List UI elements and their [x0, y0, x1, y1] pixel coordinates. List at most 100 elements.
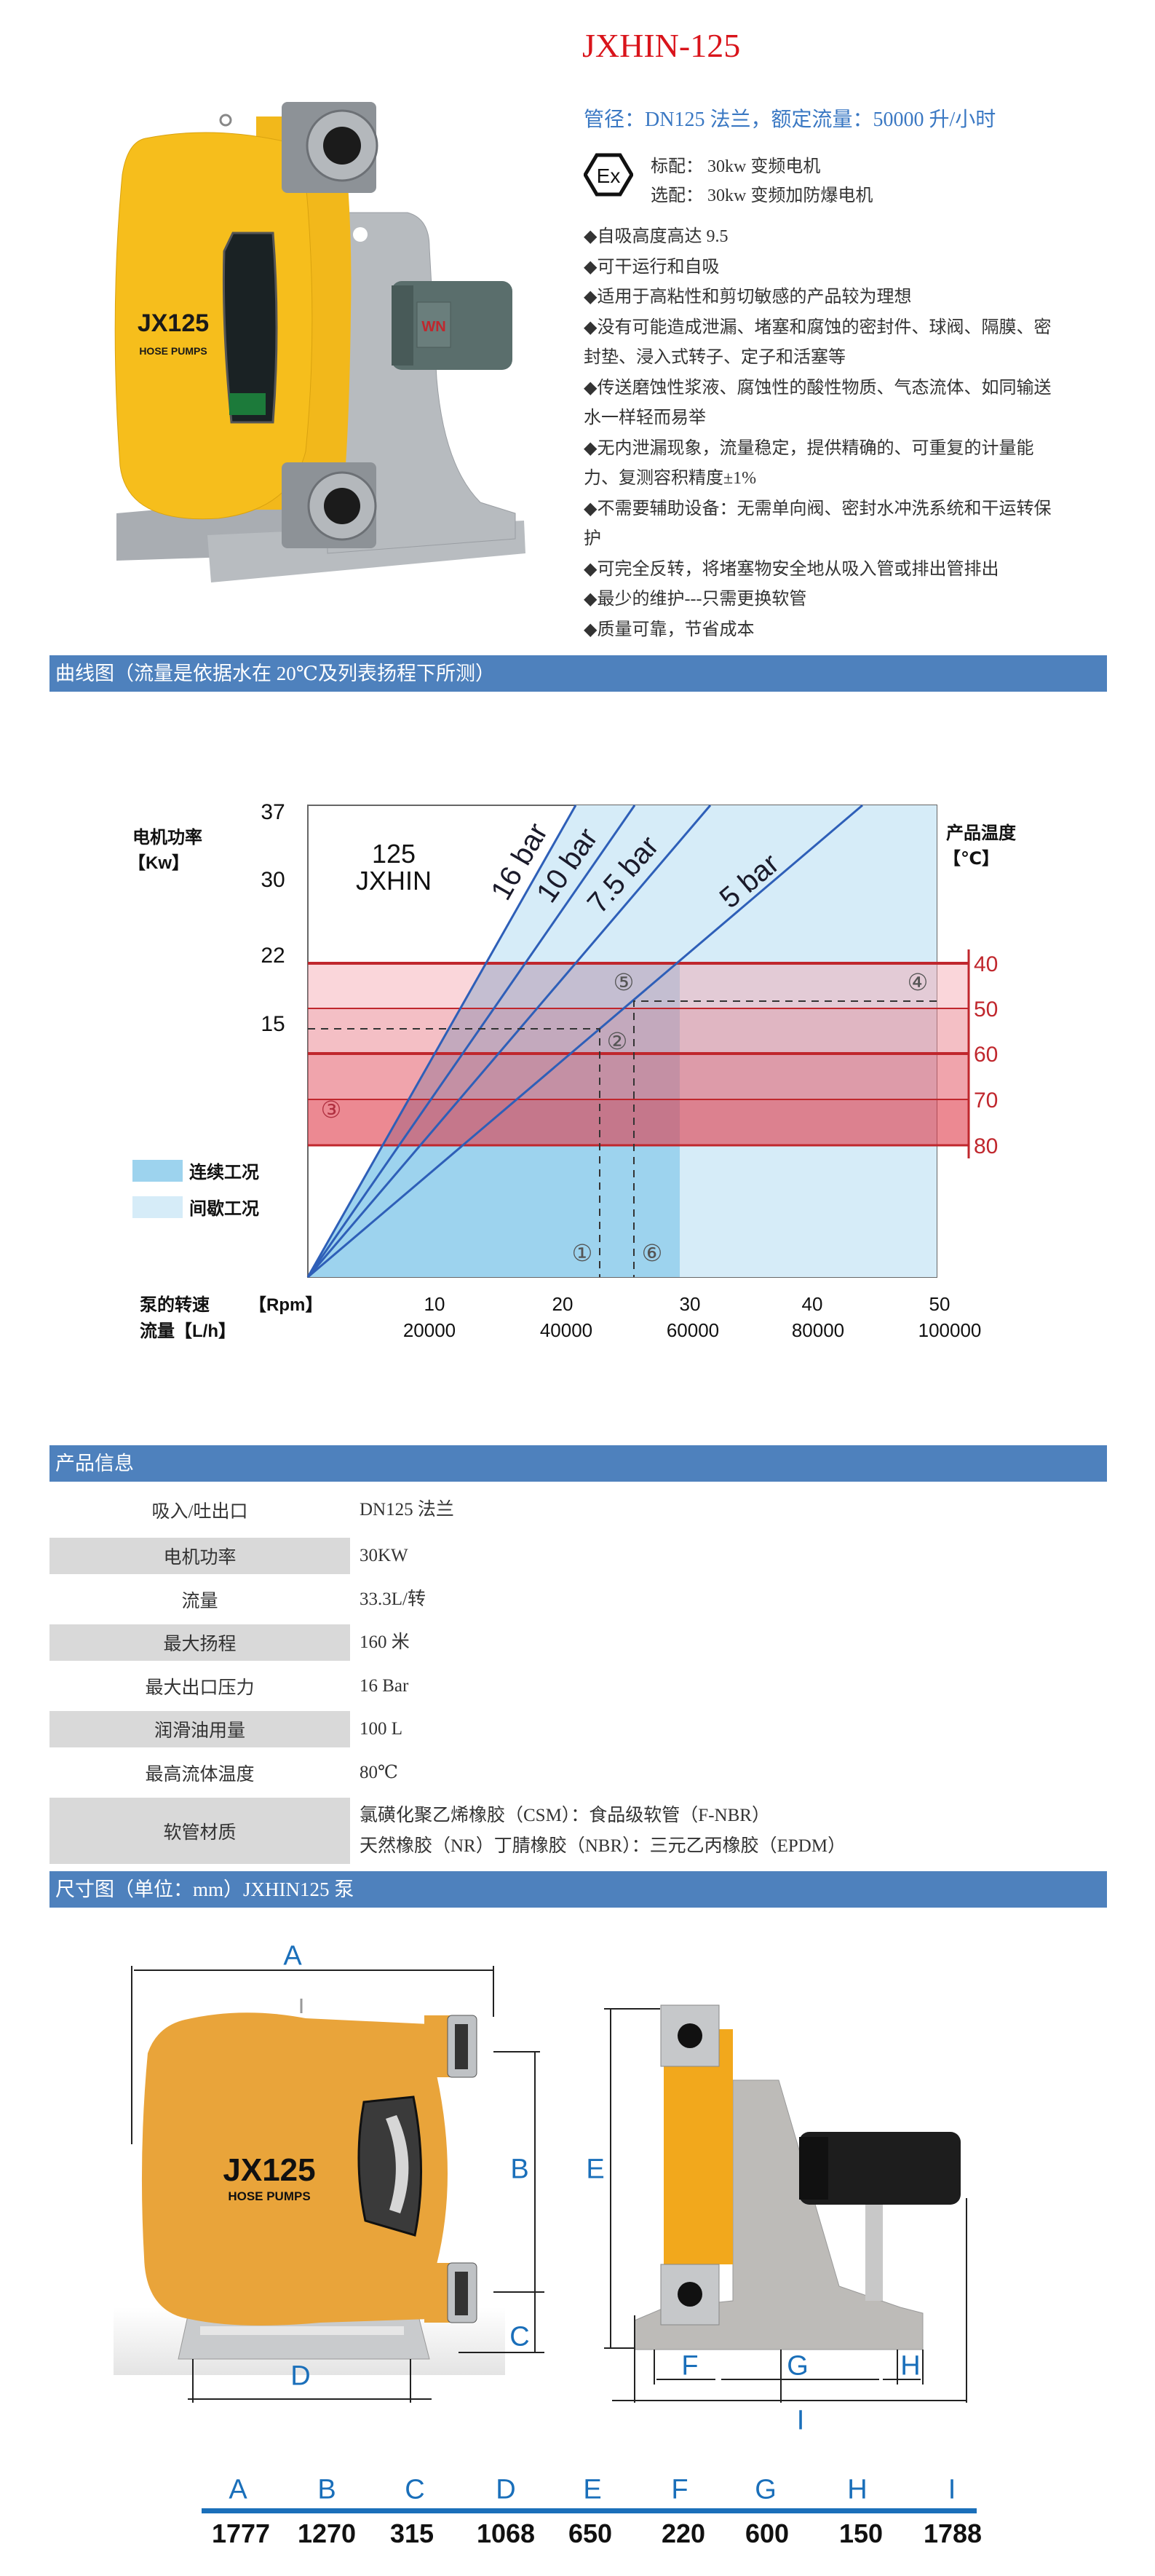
svg-text:Ex: Ex — [597, 165, 621, 187]
info-label: 电机功率 — [49, 1538, 350, 1574]
pump-photo: WN JX125 HOSE PUMPS — [114, 102, 525, 582]
info-value: 100 L — [360, 1719, 403, 1739]
performance-chart: 16 bar 10 bar 7.5 bar 5 bar 125 JXHIN ① … — [128, 800, 1017, 1341]
info-label: 润滑油用量 — [49, 1711, 350, 1747]
x-axis-speed-label: 泵的转速 — [140, 1295, 210, 1315]
dim-table-value: 150 — [838, 2518, 884, 2548]
info-label: 最高流体温度 — [145, 1764, 255, 1785]
dim-table-letter: B — [317, 2474, 336, 2505]
feature-item: ◆最少的维护---只需更换软管 — [584, 590, 807, 609]
x-tick-speed: 40 — [802, 1293, 823, 1315]
info-label: 最大扬程 — [49, 1624, 350, 1661]
dim-table-value: 315 — [389, 2518, 434, 2548]
info-value: 氯磺化聚乙烯橡胶（CSM）：食品级软管（F-NBR） — [360, 1805, 770, 1825]
dim-table-letter: A — [229, 2474, 247, 2505]
dim-label-f: F — [681, 2350, 699, 2382]
y-tick-label: 37 — [261, 800, 285, 824]
product-title: JXHIN-125 — [582, 27, 741, 64]
dim-table-value: 220 — [661, 2518, 706, 2548]
info-value: 天然橡胶（NR）丁腈橡胶（NBR）：三元乙丙橡胶（EPDM） — [360, 1836, 846, 1856]
marker-5: ⑤ — [614, 969, 635, 995]
temp-band-70-80 — [308, 1099, 969, 1145]
info-row: 吸入/吐出口 DN125 法兰 — [49, 1482, 1107, 1538]
temp-band-50-60 — [308, 1008, 969, 1054]
dim-table-letter: G — [755, 2474, 777, 2505]
y2-axis-label: 产品温度 — [946, 823, 1017, 843]
guide-line-4-6 — [633, 1000, 937, 1277]
x-tick-speed: 20 — [552, 1293, 573, 1315]
feature-item: ◆无内泄漏现象，流量稳定，提供精确的、可重复的计量能力、复测容积精度±1% — [584, 438, 1034, 489]
info-value: 80℃ — [360, 1762, 398, 1782]
info-row: 电机功率 30KW — [49, 1538, 1107, 1574]
feature-item: ◆质量可靠，节省成本 — [584, 620, 755, 639]
dim-label-i: I — [796, 2405, 805, 2436]
temp-band-lines — [308, 949, 970, 1158]
info-label: 流量 — [181, 1591, 218, 1611]
info-row: 最高流体温度 80℃ — [49, 1747, 1107, 1798]
y2-tick-label: 50 — [974, 997, 998, 1022]
dimension-section-header: 尺寸图（单位：mm）JXHIN125 泵 — [49, 1871, 1107, 1908]
feature-list: ◆自吸高度高达 9.5 ◆可干运行和自吸 ◆适用于高粘性和剪切敏感的产品较为理想… — [584, 222, 1058, 645]
dim-table-letter: I — [948, 2474, 956, 2505]
dim-table-value: 1068 — [476, 2518, 536, 2548]
dim-table-value: 600 — [745, 2518, 790, 2548]
dim-label-b: B — [510, 2154, 529, 2185]
dim-table-letter: E — [583, 2474, 602, 2505]
info-row: 最大扬程 160 米 — [49, 1624, 1107, 1661]
dim-label-d: D — [290, 2360, 311, 2392]
info-label: 软管材质 — [49, 1798, 350, 1864]
y2-tick-label: 60 — [974, 1043, 998, 1067]
x-tick-flow: 20000 — [403, 1319, 456, 1341]
marker-2: ② — [607, 1028, 628, 1054]
info-section-header: 产品信息 — [49, 1445, 1107, 1482]
x-tick-flow: 100000 — [918, 1319, 982, 1341]
spec-line: 管径：DN125 法兰，额定流量：50000 升/小时 — [584, 108, 996, 131]
dim-table-value: 1777 — [211, 2518, 271, 2548]
legend-swatch-continuous — [132, 1160, 183, 1182]
series-line-10bar — [306, 805, 636, 1278]
dim-table-value: 1788 — [923, 2518, 983, 2548]
dimension-table-divider — [202, 2508, 977, 2513]
x-tick-speed: 50 — [929, 1293, 950, 1315]
y2-tick-label: 70 — [974, 1089, 998, 1113]
marker-3: ③ — [321, 1097, 342, 1123]
info-row: 润滑油用量 100 L — [49, 1711, 1107, 1747]
dim-label-c: C — [509, 2321, 530, 2352]
feature-item: ◆可完全反转，将堵塞物安全地从吸入管或排出管排出 — [584, 559, 999, 579]
dim-table-letter: D — [496, 2474, 516, 2505]
series-line-5bar — [307, 804, 863, 1279]
feature-item: ◆不需要辅助设备：无需单向阀、密封水冲洗系统和干运转保护 — [584, 499, 1052, 549]
y2-axis-unit: 【℃】 — [943, 849, 999, 869]
dim-label-a: A — [283, 1940, 302, 1972]
info-value: 33.3L/转 — [360, 1589, 426, 1609]
legend-swatch-intermittent — [132, 1196, 183, 1218]
info-value: 30KW — [360, 1546, 408, 1565]
info-row: 软管材质 氯磺化聚乙烯橡胶（CSM）：食品级软管（F-NBR） 天然橡胶（NR）… — [49, 1798, 1107, 1864]
y-tick-label: 15 — [261, 1012, 285, 1036]
x-axis-speed-unit: 【Rpm】 — [249, 1295, 322, 1315]
info-row: 流量 33.3L/转 — [49, 1574, 1107, 1624]
feature-item: ◆可干运行和自吸 — [584, 257, 720, 277]
ex-explosion-proof-icon: Ex — [584, 153, 633, 197]
dim-label-h: H — [900, 2350, 921, 2382]
info-value: DN125 法兰 — [360, 1499, 454, 1520]
y-tick-label: 30 — [261, 868, 285, 892]
photo-logo-sub: HOSE PUMPS — [139, 345, 207, 357]
model-label-2: JXHIN — [356, 866, 432, 896]
x-tick-flow: 60000 — [667, 1319, 719, 1341]
info-label: 吸入/吐出口 — [151, 1501, 248, 1522]
dim-table-value: 650 — [568, 2518, 613, 2548]
marker-6: ⑥ — [642, 1240, 663, 1266]
temp-band-60-70 — [308, 1054, 969, 1099]
dim-table-letter: F — [671, 2474, 688, 2505]
feature-item: ◆适用于高粘性和剪切敏感的产品较为理想 — [584, 288, 912, 307]
y2-tick-label: 40 — [974, 952, 998, 976]
curve-section-header: 曲线图（流量是依据水在 20℃及列表扬程下所测） — [49, 655, 1107, 692]
motor-standard: 标配： 30kw 变频电机 — [651, 157, 821, 176]
legend-label-intermittent: 间歇工况 — [189, 1198, 259, 1219]
x-axis-flow-label: 流量【L/h】 — [140, 1321, 236, 1341]
motor-brand: WN — [421, 319, 445, 335]
dim-table-letter: H — [847, 2474, 868, 2505]
y-tick-label: 22 — [261, 944, 285, 968]
feature-item: ◆自吸高度高达 9.5 — [584, 227, 729, 246]
